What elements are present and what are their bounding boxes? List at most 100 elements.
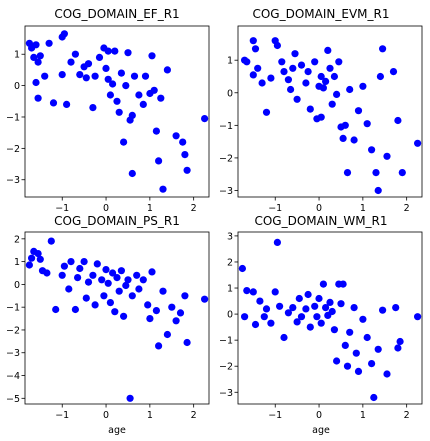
y-tick-label: −4 bbox=[6, 371, 20, 382]
axes-frame bbox=[237, 231, 423, 405]
y-tick-label: −1 bbox=[219, 121, 233, 132]
data-point bbox=[60, 262, 68, 270]
data-point bbox=[306, 105, 314, 113]
data-point bbox=[163, 330, 171, 339]
y-tick-label: −3 bbox=[6, 348, 20, 359]
data-point bbox=[383, 152, 391, 160]
data-point bbox=[313, 313, 321, 321]
data-point bbox=[52, 305, 60, 314]
data-point bbox=[302, 305, 310, 313]
data-point bbox=[183, 166, 191, 174]
data-point bbox=[111, 308, 119, 316]
data-point bbox=[262, 108, 271, 116]
y-tick-label: −2 bbox=[219, 362, 233, 373]
data-point bbox=[89, 271, 97, 279]
x-tick-label: −1 bbox=[268, 410, 282, 421]
data-point bbox=[155, 342, 163, 350]
data-point bbox=[102, 266, 110, 274]
data-point bbox=[159, 185, 167, 193]
data-point bbox=[76, 264, 84, 273]
data-point bbox=[34, 58, 42, 66]
data-point bbox=[157, 94, 165, 102]
data-point bbox=[139, 100, 147, 108]
data-point bbox=[67, 258, 75, 266]
data-point bbox=[128, 111, 136, 119]
data-point bbox=[172, 317, 180, 325]
data-point bbox=[317, 72, 325, 81]
x-tick-label: −1 bbox=[55, 410, 69, 421]
data-point bbox=[359, 82, 367, 90]
data-point bbox=[374, 186, 382, 195]
data-point bbox=[304, 290, 312, 299]
data-point bbox=[122, 281, 130, 290]
subplot-wm: COG_DOMAIN_WM_R1 age −1 0 1 2 −3 −2 −1 0 1 2 3 bbox=[219, 214, 423, 436]
data-point bbox=[394, 116, 402, 125]
x-axis-label: age bbox=[312, 425, 330, 436]
data-point bbox=[280, 68, 288, 76]
data-point bbox=[339, 280, 347, 288]
data-point bbox=[249, 71, 257, 79]
data-point bbox=[126, 394, 134, 402]
data-point bbox=[249, 37, 257, 45]
data-point bbox=[150, 86, 158, 94]
data-point bbox=[363, 333, 371, 342]
data-point bbox=[30, 53, 38, 62]
data-point bbox=[163, 66, 171, 74]
data-point bbox=[346, 328, 354, 336]
data-point bbox=[278, 58, 286, 66]
data-point bbox=[319, 84, 327, 92]
data-point bbox=[28, 254, 36, 262]
x-tick-label: 2 bbox=[404, 410, 410, 421]
subplot-ef: COG_DOMAIN_EF_R1 −1 0 1 2 −3 −2 −1 0 1 bbox=[6, 7, 210, 214]
data-point bbox=[25, 261, 33, 269]
axes-frame bbox=[24, 231, 210, 405]
data-point bbox=[109, 269, 117, 277]
data-point bbox=[168, 303, 176, 311]
x-tick-label: 0 bbox=[103, 203, 109, 214]
data-point bbox=[251, 45, 260, 53]
data-point bbox=[115, 108, 123, 116]
data-point bbox=[104, 279, 112, 287]
y-tick-label: −2 bbox=[6, 325, 20, 336]
data-point bbox=[98, 276, 106, 284]
data-point bbox=[113, 274, 121, 282]
x-tick-label: 0 bbox=[103, 410, 109, 421]
data-point bbox=[49, 99, 58, 107]
data-point bbox=[389, 68, 398, 76]
x-tick-label: 1 bbox=[360, 203, 366, 214]
data-point bbox=[135, 285, 143, 293]
data-point bbox=[176, 309, 185, 317]
data-point bbox=[238, 264, 246, 273]
subplot-title: COG_DOMAIN_WM_R1 bbox=[254, 214, 387, 228]
x-tick-label: 0 bbox=[316, 203, 322, 214]
y-tick-label: 0 bbox=[14, 81, 20, 92]
data-point bbox=[293, 95, 301, 103]
y-tick-label: 1 bbox=[227, 56, 233, 67]
scatter-points bbox=[25, 30, 209, 193]
data-point bbox=[82, 74, 90, 82]
data-point bbox=[82, 294, 90, 302]
data-point bbox=[352, 349, 360, 357]
x-tick-label: 2 bbox=[404, 203, 410, 214]
data-point bbox=[243, 287, 251, 295]
data-point bbox=[65, 285, 73, 293]
data-point bbox=[124, 49, 132, 57]
data-point bbox=[152, 307, 160, 315]
data-point bbox=[368, 146, 376, 154]
data-point bbox=[322, 77, 330, 85]
data-point bbox=[326, 298, 334, 306]
data-point bbox=[337, 300, 345, 308]
data-point bbox=[100, 292, 108, 300]
data-point bbox=[339, 134, 347, 142]
data-point bbox=[91, 72, 99, 80]
data-point bbox=[350, 136, 358, 144]
data-point bbox=[159, 287, 167, 295]
data-point bbox=[47, 237, 55, 245]
x-tick-label: 2 bbox=[191, 410, 197, 421]
data-point bbox=[139, 276, 147, 284]
y-tick-label: 1 bbox=[14, 50, 20, 61]
y-tick-label: 2 bbox=[14, 234, 20, 245]
data-point bbox=[109, 80, 117, 88]
axes-frame bbox=[24, 25, 210, 198]
